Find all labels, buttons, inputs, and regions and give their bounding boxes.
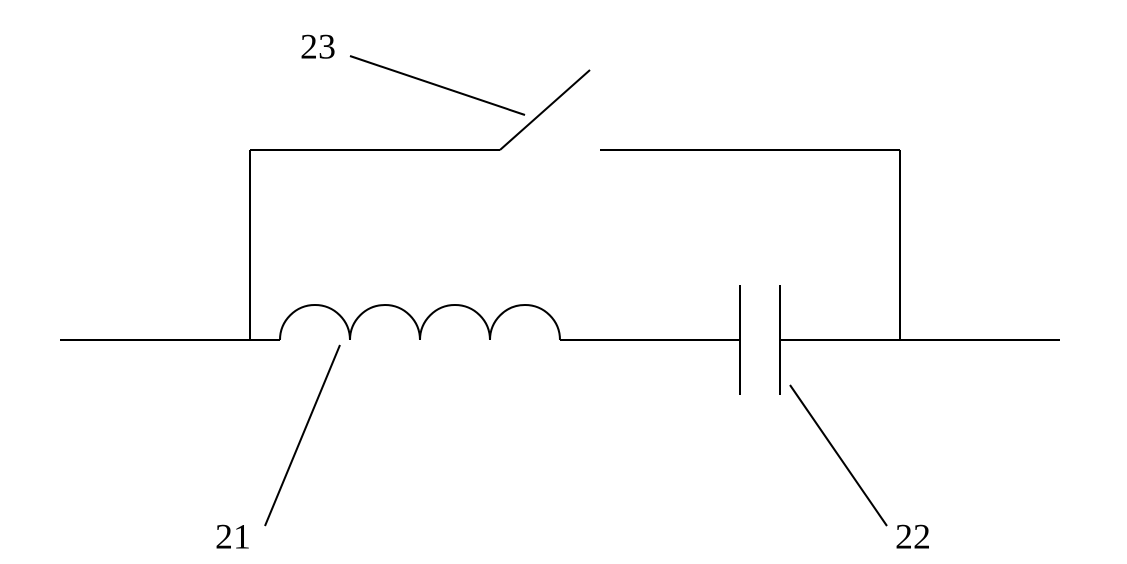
inductor-symbol	[280, 305, 560, 340]
label-switch-text: 23	[300, 26, 336, 66]
label-capacitor-text: 22	[895, 516, 931, 556]
label-inductor: 21	[215, 345, 340, 556]
label-capacitor: 22	[790, 385, 931, 556]
label-inductor-text: 21	[215, 516, 251, 556]
switch-arm	[500, 70, 590, 150]
label-switch: 23	[300, 26, 525, 115]
